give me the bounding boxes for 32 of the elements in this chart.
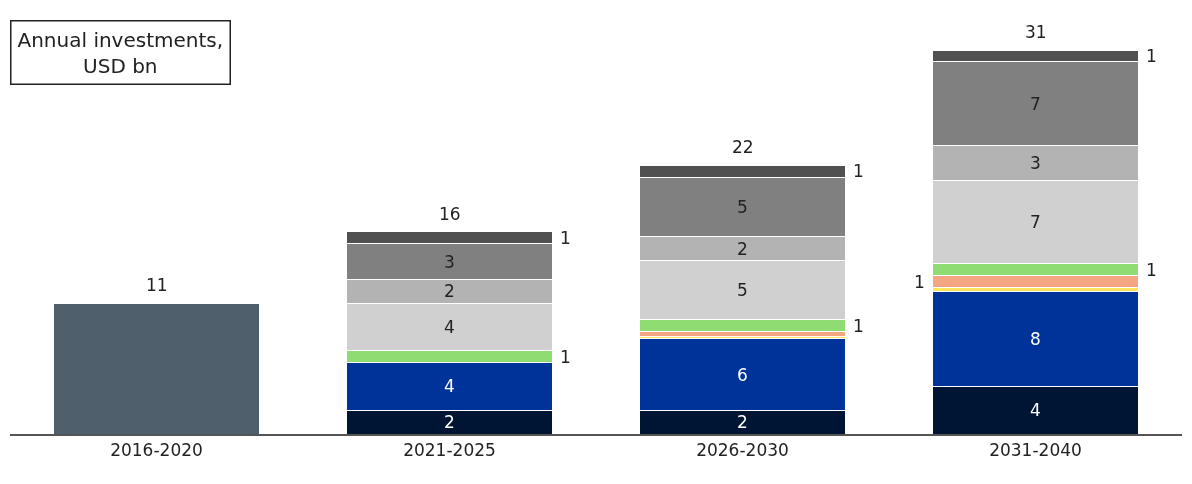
total-label: 11: [146, 275, 168, 295]
x-tick-label: 2031-2040: [989, 440, 1082, 461]
data-label: 1: [853, 316, 864, 336]
total-label: 22: [732, 137, 754, 157]
data-label: 1: [560, 228, 571, 248]
data-label: 4: [444, 317, 455, 337]
data-label: 1: [1146, 46, 1157, 66]
data-label: 5: [737, 197, 748, 217]
data-label: 1: [853, 161, 864, 181]
data-label: 3: [444, 252, 455, 272]
data-label: 2: [444, 412, 455, 432]
total-label: 16: [439, 204, 461, 224]
data-label: 8: [1030, 329, 1041, 349]
x-tick-label: 2021-2025: [403, 440, 496, 461]
data-label: 4: [444, 376, 455, 396]
chart-title: Annual investments, USD bn: [17, 27, 224, 78]
total-label: 31: [1025, 22, 1047, 42]
data-label: 3: [1030, 153, 1041, 173]
data-label: 1: [1146, 260, 1157, 280]
data-label: 6: [737, 365, 748, 385]
data-label: 1: [560, 347, 571, 367]
data-label: 1: [914, 272, 925, 292]
data-label: 5: [737, 280, 748, 300]
bar: [53, 302, 260, 434]
x-tick-label: 2016-2020: [110, 440, 203, 461]
data-label: 7: [1030, 212, 1041, 232]
data-label: 7: [1030, 94, 1041, 114]
x-tick-label: 2026-2030: [696, 440, 789, 461]
data-label: 4: [1030, 400, 1041, 420]
data-label: 2: [737, 239, 748, 259]
data-label: 2: [737, 412, 748, 432]
data-label: 2: [444, 281, 455, 301]
